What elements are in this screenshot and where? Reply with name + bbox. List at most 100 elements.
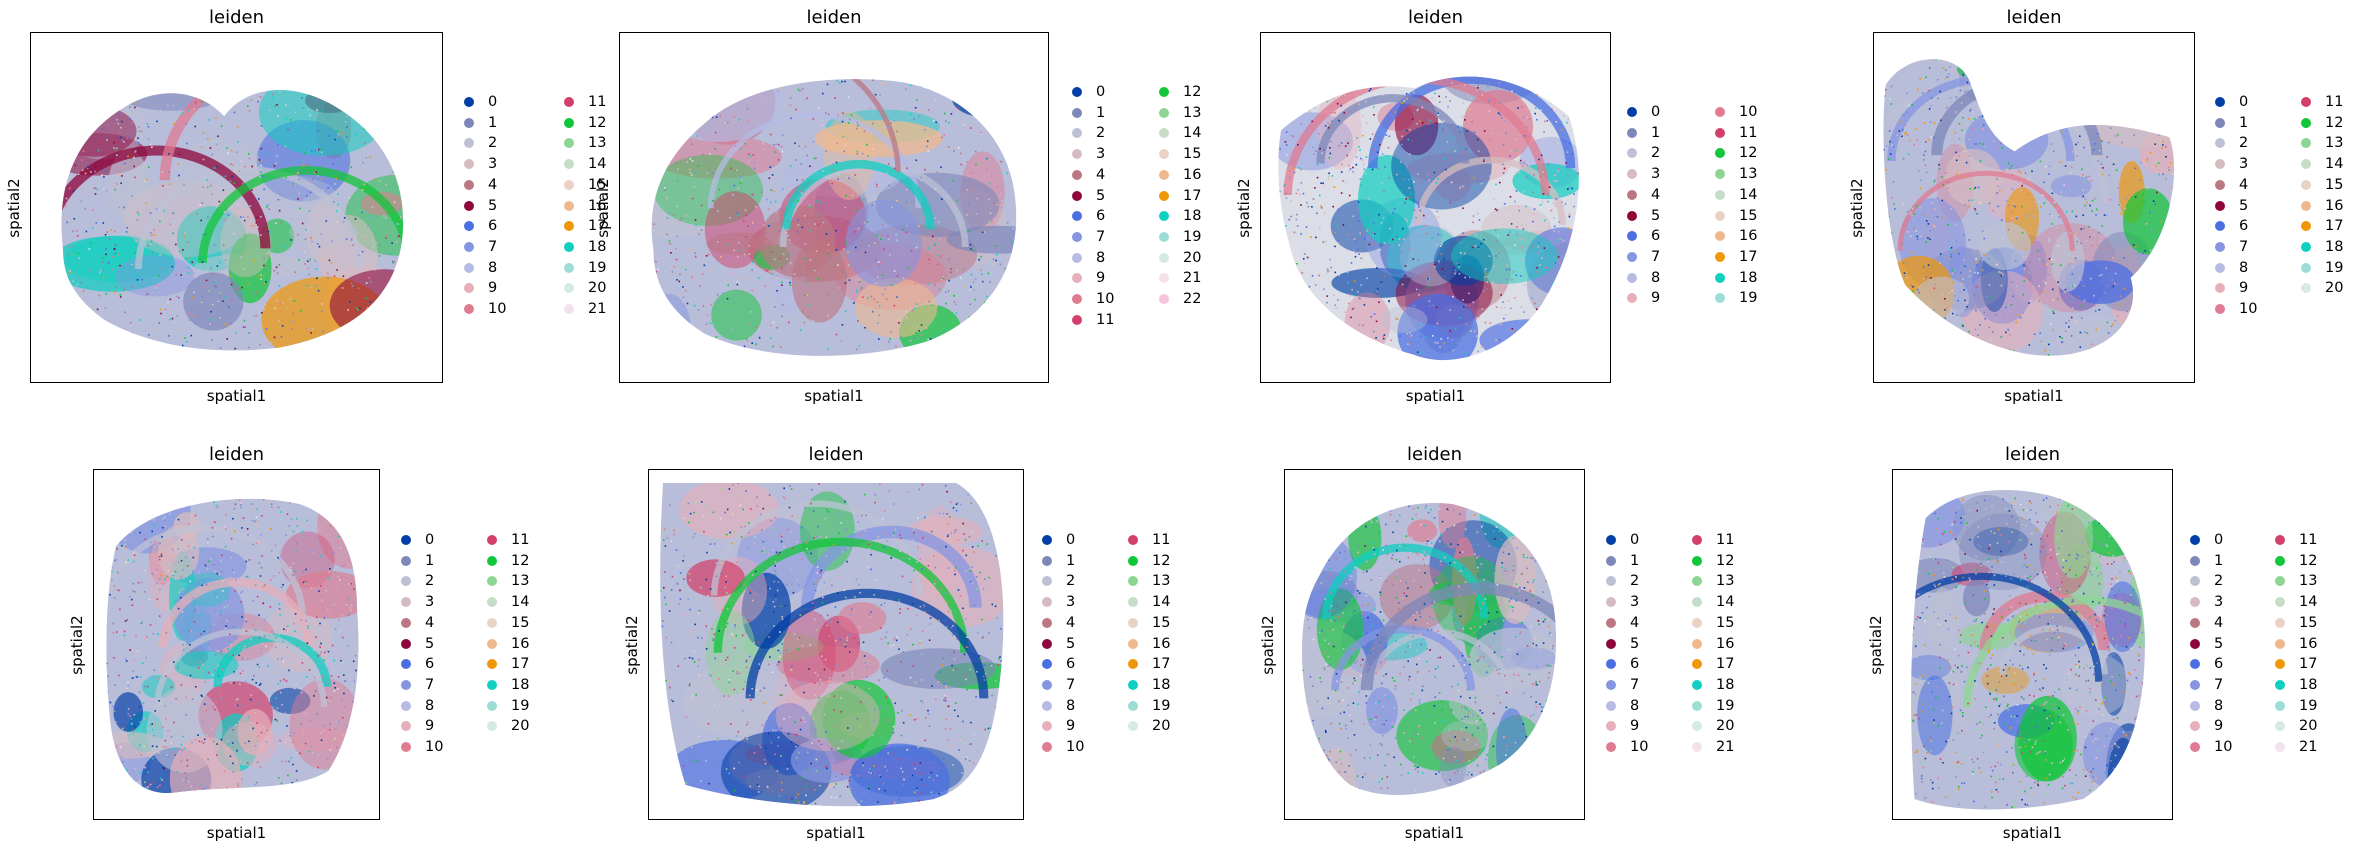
cell-point	[1383, 275, 1385, 278]
cell-point	[202, 186, 204, 189]
cell-point	[1461, 185, 1464, 188]
cell-point	[1406, 97, 1408, 100]
cell-point	[139, 126, 141, 128]
cell-point	[1344, 181, 1347, 183]
legend-item: 2	[464, 135, 497, 151]
legend-marker	[1627, 251, 1637, 262]
cell-point	[66, 221, 68, 224]
cell-point	[714, 148, 717, 150]
legend-item: 6	[1627, 228, 1660, 244]
cell-point	[1998, 344, 2000, 347]
cell-point	[949, 271, 952, 274]
cell-point	[873, 298, 875, 301]
cell-point	[208, 119, 210, 121]
cell-point	[2075, 143, 2077, 146]
cell-point	[971, 189, 974, 191]
cell-point	[2065, 322, 2067, 324]
cell-point	[187, 342, 189, 345]
cell-point	[280, 221, 282, 224]
cell-point	[229, 275, 232, 278]
cell-point	[842, 248, 845, 250]
cell-point	[1514, 244, 1516, 246]
cell-point	[1332, 205, 1334, 208]
cell-point	[304, 238, 307, 240]
cell-point	[827, 113, 830, 115]
cell-point	[1488, 110, 1491, 112]
cell-point	[1969, 270, 1971, 273]
cell-point	[1417, 323, 1419, 326]
cell-point	[1534, 112, 1536, 115]
cell-point	[691, 276, 693, 278]
cell-point	[749, 324, 751, 326]
legend-label: 10	[1739, 104, 1758, 120]
cell-point	[65, 260, 67, 262]
cell-point	[992, 258, 995, 260]
cell-point	[758, 336, 761, 339]
cell-point	[1409, 193, 1412, 195]
legend-label: 2	[1651, 145, 1661, 162]
cell-point	[1981, 128, 1984, 130]
cell-point	[777, 90, 779, 92]
cell-point	[679, 219, 681, 222]
cell-point	[119, 136, 122, 139]
cell-point	[1366, 229, 1369, 232]
cell-point	[1564, 140, 1567, 143]
cell-point	[768, 177, 771, 179]
cell-point	[299, 207, 301, 210]
cell-point	[2015, 252, 2017, 255]
cell-point	[291, 328, 293, 330]
cell-point	[1483, 276, 1486, 278]
cell-point	[924, 128, 926, 131]
cell-point	[809, 111, 812, 114]
cell-point	[1437, 216, 1440, 218]
cell-point	[1366, 122, 1368, 125]
cell-point	[677, 168, 679, 170]
cell-point	[1422, 122, 1424, 124]
cell-point	[372, 245, 375, 248]
cell-point	[276, 104, 278, 106]
cell-point	[253, 260, 256, 262]
cell-point	[877, 276, 879, 278]
legend-label: 3	[488, 156, 498, 173]
cell-point	[864, 326, 866, 329]
cell-point	[1373, 137, 1375, 140]
cell-point	[1435, 188, 1438, 190]
cell-point	[1539, 264, 1541, 266]
cell-point	[1336, 152, 1339, 154]
cell-point	[1547, 267, 1550, 269]
cell-point	[1329, 152, 1332, 155]
legend-item: 3	[1072, 146, 1105, 162]
cluster-band	[1368, 76, 1576, 169]
cell-point	[2124, 207, 2127, 210]
cell-point	[1352, 215, 1354, 218]
cell-point	[113, 147, 115, 149]
cell-point	[1346, 204, 1349, 206]
cell-point	[1568, 215, 1571, 218]
cell-point	[779, 346, 782, 348]
cell-point	[845, 79, 847, 80]
cell-point	[857, 279, 859, 281]
cell-point	[1421, 106, 1424, 109]
legend-item: 15	[1715, 208, 1757, 224]
cell-point	[991, 221, 993, 223]
cell-point	[1000, 161, 1003, 163]
cell-point	[723, 311, 726, 313]
cell-point	[1369, 88, 1372, 90]
cell-point	[2071, 299, 2073, 302]
cell-point	[804, 343, 807, 346]
cell-point	[1367, 229, 1370, 231]
cell-point	[754, 167, 756, 170]
cell-point	[1396, 173, 1398, 176]
cell-point	[1371, 242, 1374, 245]
panel-title: leiden	[1408, 7, 1463, 28]
cell-point	[807, 304, 809, 306]
legend-marker	[1072, 149, 1082, 160]
legend-item: 5	[1072, 188, 1105, 204]
cell-point	[1411, 178, 1413, 180]
cell-point	[2068, 326, 2070, 328]
cell-point	[781, 315, 783, 318]
cell-point	[150, 243, 152, 245]
cell-point	[292, 242, 295, 244]
cell-point	[1550, 209, 1553, 212]
cell-point	[782, 348, 785, 351]
